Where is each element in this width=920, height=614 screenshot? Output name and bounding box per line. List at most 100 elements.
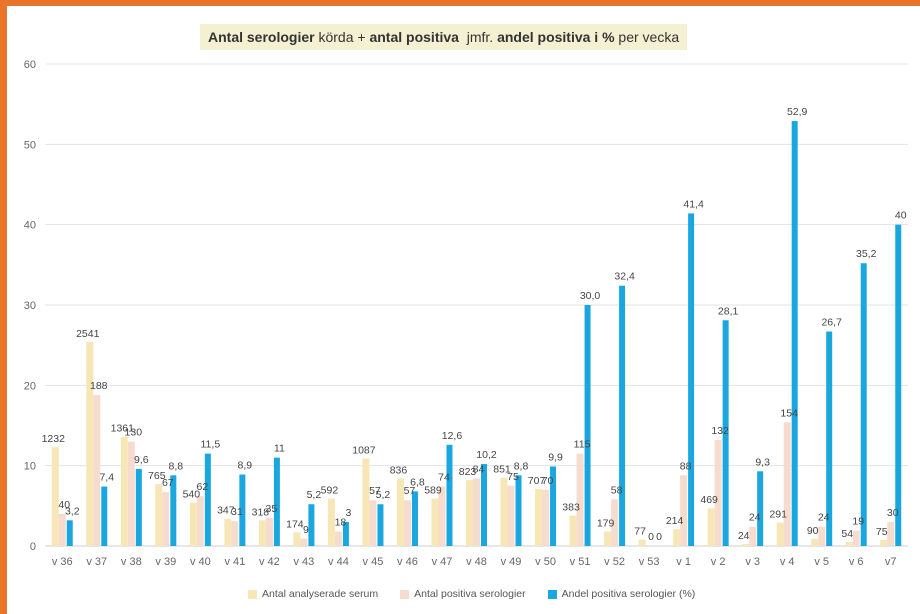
bar-serum [466, 480, 473, 546]
bar-andel [204, 453, 211, 546]
bar-andel [791, 121, 798, 546]
data-label: 84 [473, 464, 485, 476]
data-label: 1232 [42, 433, 66, 445]
data-label: 40 [58, 499, 70, 511]
data-label: 52,9 [787, 106, 808, 118]
legend-item: Antal analyserade serum [248, 588, 378, 600]
bar-andel [826, 331, 833, 546]
data-label: 291 [769, 509, 787, 521]
data-label: 57 [404, 485, 416, 497]
data-label: 0 [656, 531, 662, 543]
bar-andel [446, 444, 453, 546]
data-label: 214 [666, 515, 684, 527]
x-tick-label: v 5 [814, 556, 829, 568]
x-tick-label: v 45 [363, 556, 384, 568]
bar-serum [293, 532, 301, 546]
bar-serum [396, 478, 404, 546]
bar-serum [845, 541, 853, 546]
data-label: 347 [217, 505, 235, 517]
data-label: 74 [438, 472, 450, 484]
bar-andel [584, 305, 591, 546]
x-tick-label: v 1 [676, 556, 691, 568]
data-label: 132 [711, 425, 729, 437]
data-label: 12,6 [442, 430, 463, 442]
data-label: 6,8 [410, 476, 425, 488]
data-label: 5,2 [307, 489, 322, 501]
bar-positiva [162, 492, 170, 546]
bar-andel [722, 320, 729, 546]
bar-positiva [369, 500, 377, 546]
data-label: 24 [818, 512, 830, 524]
x-tick-label: v 43 [294, 556, 315, 568]
data-label: 26,7 [821, 317, 842, 329]
bar-andel [515, 475, 522, 546]
bar-andel [308, 504, 315, 546]
bar-andel [170, 475, 177, 546]
data-label: 11 [274, 443, 285, 455]
data-label: 40 [895, 210, 907, 222]
data-label: 469 [700, 494, 718, 506]
data-label: 2541 [76, 328, 100, 340]
data-label: 707 [528, 475, 546, 487]
data-label: 115 [574, 439, 591, 451]
data-label: 851 [493, 464, 511, 476]
chart-title: Antal serologier körda + antal positiva … [200, 24, 688, 50]
bar-positiva [611, 499, 619, 546]
y-tick-label: 20 [24, 380, 36, 392]
bar-andel [481, 464, 487, 546]
data-label: 77 [634, 526, 646, 538]
bar-serum [811, 538, 819, 546]
data-label: 30,0 [580, 290, 601, 302]
bar-serum [604, 531, 612, 546]
bar-serum [258, 520, 266, 546]
bar-positiva [852, 530, 860, 546]
data-label: 75 [876, 526, 888, 538]
legend-label: Andel positiva serologier (%) [561, 588, 696, 600]
bar-positiva [438, 486, 446, 546]
bar-positiva [93, 394, 101, 546]
title-part: jmfr. [458, 29, 498, 45]
data-label: 188 [90, 380, 108, 392]
title-part: andel positiva i % [497, 29, 615, 45]
data-label: 765 [148, 470, 166, 482]
x-tick-label: v 48 [466, 556, 487, 568]
bar-positiva [300, 538, 308, 546]
bar-positiva [576, 453, 584, 546]
legend-item: Andel positiva serologier (%) [547, 588, 696, 600]
y-tick-label: 50 [24, 139, 36, 151]
x-tick-label: v 47 [432, 556, 453, 568]
bar-serum [120, 436, 128, 546]
data-label: 540 [183, 489, 201, 501]
data-label: 3 [345, 507, 351, 519]
x-tick-label: v 41 [224, 556, 245, 568]
data-label: 24 [749, 512, 761, 524]
bar-serum [535, 488, 543, 546]
bar-andel [550, 466, 557, 546]
bar-serum [362, 458, 370, 546]
data-label: 8,8 [169, 460, 184, 472]
data-label: 383 [562, 501, 580, 513]
data-label: 7,4 [99, 472, 114, 484]
bar-andel [688, 213, 695, 547]
bar-serum [742, 544, 750, 546]
bar-serum [673, 529, 681, 546]
data-label: 179 [597, 518, 615, 530]
x-tick-label: v 36 [52, 556, 73, 568]
data-label: 11,5 [201, 439, 221, 451]
data-label: 8,9 [238, 460, 253, 472]
data-label: 75 [507, 471, 519, 483]
bar-andel [619, 285, 626, 546]
data-label: 0 [648, 531, 654, 543]
y-tick-label: 30 [24, 300, 36, 312]
data-label: 70 [542, 475, 554, 487]
data-label: 589 [424, 485, 442, 497]
data-label: 823 [459, 466, 477, 478]
data-label: 10,2 [476, 449, 497, 461]
data-label: 3,2 [65, 505, 80, 517]
legend-swatch [400, 589, 410, 599]
data-label: 90 [807, 525, 819, 537]
x-tick-label: v 4 [780, 556, 795, 568]
title-part: körda + [314, 29, 370, 45]
data-label: 9,3 [755, 456, 770, 468]
x-tick-label: v 6 [849, 556, 864, 568]
